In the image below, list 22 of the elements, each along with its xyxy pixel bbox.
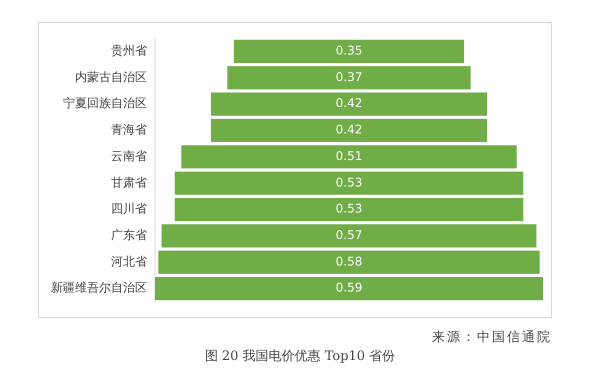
- data-label: 0.42: [336, 122, 362, 137]
- category-label: 内蒙古自治区: [75, 70, 147, 84]
- data-label: 0.42: [336, 96, 362, 110]
- data-label: 0.58: [336, 254, 362, 268]
- category-label: 青海省: [111, 122, 147, 137]
- category-label: 甘肃省: [111, 175, 147, 190]
- category-label: 四川省: [111, 202, 147, 216]
- data-label: 0.57: [336, 228, 362, 242]
- category-label: 贵州省: [111, 44, 147, 58]
- data-label: 0.37: [336, 70, 362, 84]
- category-label: 新疆维吾尔自治区: [51, 280, 147, 295]
- category-label: 河北省: [111, 254, 147, 268]
- category-label: 云南省: [111, 148, 147, 163]
- category-label: 宁夏回族自治区: [63, 96, 147, 110]
- data-label: 0.35: [336, 44, 362, 58]
- category-label: 广东省: [111, 228, 147, 242]
- text: 图 20 我国电价优惠 Top10 省份: [204, 348, 396, 365]
- data-label: 0.59: [336, 280, 362, 295]
- data-label: 0.53: [336, 202, 362, 216]
- data-label: 0.53: [336, 175, 362, 190]
- data-label: 0.51: [336, 148, 362, 163]
- source-note: 来源：中国信通院: [432, 329, 552, 346]
